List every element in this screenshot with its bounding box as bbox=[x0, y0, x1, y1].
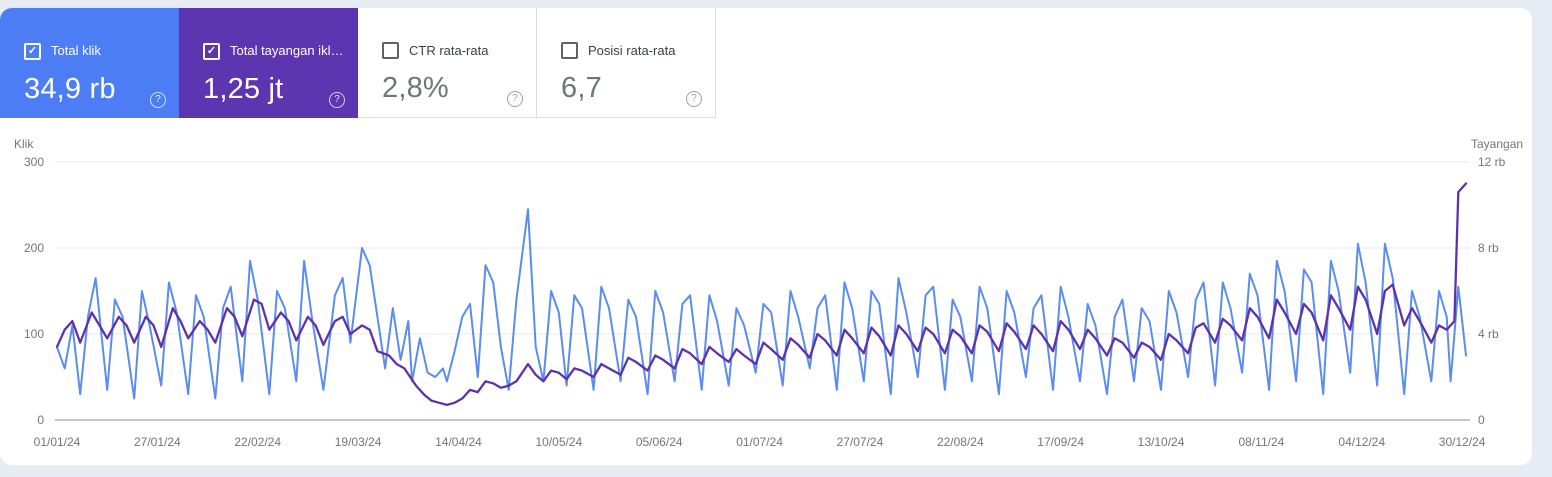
x-axis-tick: 19/03/24 bbox=[335, 435, 382, 449]
right-axis-tick: 0 bbox=[1478, 413, 1485, 427]
right-axis-tick: 8 rb bbox=[1478, 241, 1499, 255]
metric-card-average-position[interactable]: Posisi rata-rata 6,7 ? bbox=[537, 8, 716, 118]
metric-card-value: 6,7 bbox=[561, 72, 602, 104]
x-axis-tick: 04/12/24 bbox=[1338, 435, 1385, 449]
x-axis-tick: 30/12/24 bbox=[1439, 435, 1486, 449]
x-axis-tick: 05/06/24 bbox=[636, 435, 683, 449]
metric-card-value: 2,8% bbox=[382, 72, 449, 104]
metric-cards-row: ✓ Total klik 34,9 rb ? ✓ Total tayangan … bbox=[0, 8, 1532, 118]
metric-card-value: 1,25 jt bbox=[203, 72, 284, 105]
x-axis-tick: 27/07/24 bbox=[837, 435, 884, 449]
x-axis-tick: 17/09/24 bbox=[1037, 435, 1084, 449]
x-axis-tick: 22/08/24 bbox=[937, 435, 984, 449]
metric-card-average-ctr[interactable]: CTR rata-rata 2,8% ? bbox=[358, 8, 537, 118]
metric-card-label: Total klik bbox=[51, 43, 101, 58]
metric-card-total-impressions[interactable]: ✓ Total tayangan ikl… 1,25 jt ? bbox=[179, 8, 358, 118]
x-axis-tick: 22/02/24 bbox=[234, 435, 281, 449]
performance-panel: ✓ Total klik 34,9 rb ? ✓ Total tayangan … bbox=[0, 8, 1532, 465]
help-icon[interactable]: ? bbox=[686, 91, 702, 107]
metric-card-label: Total tayangan ikl… bbox=[230, 43, 344, 58]
series-line-tayangan bbox=[55, 182, 1468, 407]
right-axis-title: Tayangan bbox=[1471, 137, 1523, 151]
left-axis-tick: 300 bbox=[24, 155, 44, 169]
right-axis-tick: 12 rb bbox=[1478, 155, 1506, 169]
x-axis-tick: 13/10/24 bbox=[1138, 435, 1185, 449]
x-axis-tick: 27/01/24 bbox=[134, 435, 181, 449]
total-clicks-checkbox[interactable]: ✓ bbox=[24, 42, 41, 60]
help-icon[interactable]: ? bbox=[150, 92, 166, 108]
average-position-checkbox[interactable] bbox=[561, 42, 578, 59]
left-axis-tick: 200 bbox=[24, 241, 44, 255]
metric-card-total-clicks[interactable]: ✓ Total klik 34,9 rb ? bbox=[0, 8, 179, 118]
metric-card-value: 34,9 rb bbox=[24, 72, 116, 105]
x-axis-tick: 14/04/24 bbox=[435, 435, 482, 449]
metric-card-label: CTR rata-rata bbox=[409, 42, 489, 58]
left-axis-tick: 100 bbox=[24, 327, 44, 341]
x-axis-tick: 10/05/24 bbox=[535, 435, 582, 449]
series-line-klik bbox=[56, 208, 1467, 400]
left-axis-tick: 0 bbox=[37, 413, 44, 427]
x-axis-tick: 01/07/24 bbox=[736, 435, 783, 449]
x-axis-tick: 08/11/24 bbox=[1238, 435, 1284, 449]
right-axis-tick: 4 rb bbox=[1478, 327, 1499, 341]
total-impressions-checkbox[interactable]: ✓ bbox=[203, 42, 220, 60]
metric-card-label: Posisi rata-rata bbox=[588, 42, 676, 58]
help-icon[interactable]: ? bbox=[329, 92, 345, 108]
left-axis-title: Klik bbox=[14, 137, 34, 151]
performance-chart[interactable]: Klik 300 200 100 0 Tayangan 12 rb 8 rb 4 rb 0 01/0… bbox=[0, 130, 1532, 465]
x-axis-tick: 01/01/24 bbox=[34, 435, 81, 449]
help-icon[interactable]: ? bbox=[507, 91, 523, 107]
average-ctr-checkbox[interactable] bbox=[382, 42, 399, 59]
